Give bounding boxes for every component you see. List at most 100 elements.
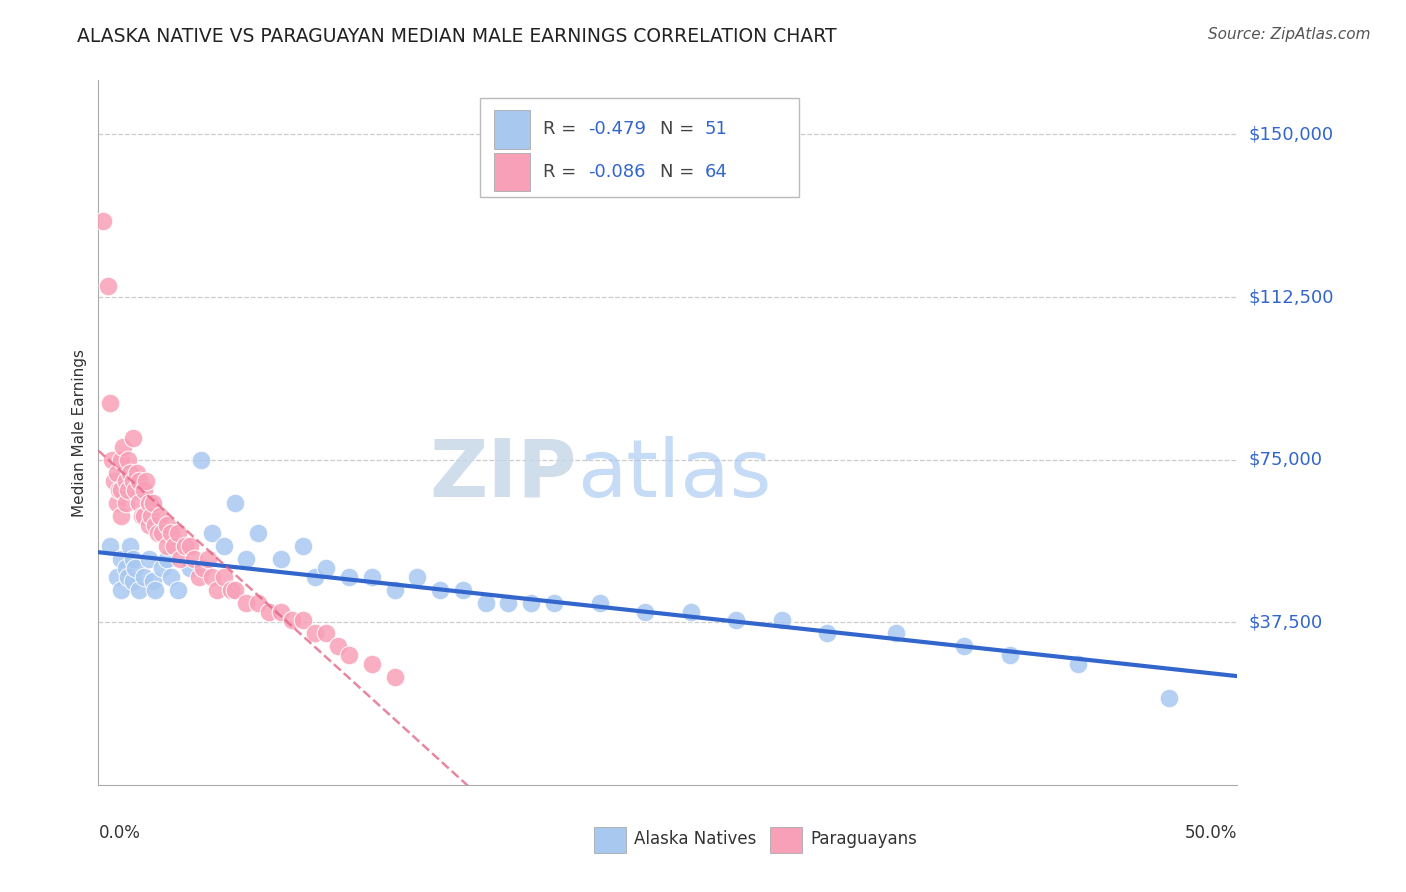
Point xyxy=(110,552,132,566)
Point xyxy=(98,396,121,410)
Point xyxy=(953,639,976,653)
Point xyxy=(124,483,146,497)
Text: R =: R = xyxy=(543,120,582,138)
Point xyxy=(105,466,128,480)
Point xyxy=(498,596,520,610)
Point xyxy=(110,582,132,597)
Point xyxy=(179,561,201,575)
Point xyxy=(162,540,184,554)
FancyBboxPatch shape xyxy=(479,98,799,196)
Point xyxy=(193,561,215,575)
Point xyxy=(150,561,173,575)
Point xyxy=(474,596,496,610)
Text: $150,000: $150,000 xyxy=(1249,126,1333,144)
Point xyxy=(121,574,143,589)
Text: Alaska Natives: Alaska Natives xyxy=(634,830,756,848)
Text: 50.0%: 50.0% xyxy=(1185,824,1237,842)
Point xyxy=(110,452,132,467)
Point xyxy=(205,582,228,597)
Point xyxy=(96,279,118,293)
Point xyxy=(292,540,315,554)
Point xyxy=(121,475,143,489)
Point xyxy=(127,466,149,480)
Text: $75,000: $75,000 xyxy=(1249,450,1323,468)
Text: ALASKA NATIVE VS PARAGUAYAN MEDIAN MALE EARNINGS CORRELATION CHART: ALASKA NATIVE VS PARAGUAYAN MEDIAN MALE … xyxy=(77,27,837,45)
Point xyxy=(128,475,150,489)
Point xyxy=(543,596,565,610)
Point xyxy=(520,596,543,610)
Point xyxy=(156,540,179,554)
Point xyxy=(246,596,269,610)
Point xyxy=(770,613,793,627)
Point xyxy=(132,509,155,524)
Point xyxy=(98,540,121,554)
FancyBboxPatch shape xyxy=(770,827,803,854)
Point xyxy=(121,552,143,566)
Text: -0.479: -0.479 xyxy=(588,120,647,138)
Point xyxy=(101,452,124,467)
Point xyxy=(235,552,257,566)
Point xyxy=(112,440,135,454)
Point xyxy=(169,552,191,566)
Point xyxy=(212,570,235,584)
Point xyxy=(326,639,349,653)
Point xyxy=(103,475,125,489)
Point xyxy=(406,570,429,584)
Point xyxy=(105,496,128,510)
Point xyxy=(139,509,162,524)
FancyBboxPatch shape xyxy=(593,827,626,854)
Point xyxy=(451,582,474,597)
Text: 64: 64 xyxy=(704,163,727,181)
Text: R =: R = xyxy=(543,163,582,181)
Point xyxy=(117,570,139,584)
Point xyxy=(304,626,326,640)
Point xyxy=(304,570,326,584)
Point xyxy=(120,466,142,480)
Point xyxy=(120,540,142,554)
Point xyxy=(201,570,224,584)
Point xyxy=(146,526,169,541)
Point xyxy=(132,483,155,497)
Point xyxy=(224,582,246,597)
Point xyxy=(108,483,131,497)
Point xyxy=(884,626,907,640)
Text: N =: N = xyxy=(659,163,700,181)
Point xyxy=(187,570,209,584)
Point xyxy=(110,509,132,524)
Text: ZIP: ZIP xyxy=(429,436,576,514)
Point xyxy=(156,552,179,566)
Text: Source: ZipAtlas.com: Source: ZipAtlas.com xyxy=(1208,27,1371,42)
Point xyxy=(138,496,160,510)
Point xyxy=(315,561,337,575)
Point xyxy=(360,570,382,584)
Point xyxy=(114,561,136,575)
Text: $37,500: $37,500 xyxy=(1249,614,1323,632)
Point xyxy=(167,582,190,597)
Text: 0.0%: 0.0% xyxy=(98,824,141,842)
Point xyxy=(235,596,257,610)
Point xyxy=(167,526,190,541)
Point xyxy=(1067,657,1090,671)
Point xyxy=(160,570,183,584)
Point xyxy=(142,574,165,589)
Text: Paraguayans: Paraguayans xyxy=(810,830,917,848)
Point xyxy=(128,496,150,510)
Point xyxy=(142,496,165,510)
Point xyxy=(117,452,139,467)
Point xyxy=(197,552,219,566)
Point xyxy=(259,605,281,619)
Point xyxy=(270,605,292,619)
Point xyxy=(219,582,242,597)
Point xyxy=(634,605,657,619)
Point xyxy=(117,483,139,497)
Point xyxy=(179,540,201,554)
Point xyxy=(190,452,212,467)
Point xyxy=(270,552,292,566)
Text: $112,500: $112,500 xyxy=(1249,288,1334,306)
Text: -0.086: -0.086 xyxy=(588,163,645,181)
Point xyxy=(131,509,153,524)
Point xyxy=(110,483,132,497)
Point xyxy=(138,517,160,532)
Point xyxy=(149,509,172,524)
Point xyxy=(384,669,406,683)
